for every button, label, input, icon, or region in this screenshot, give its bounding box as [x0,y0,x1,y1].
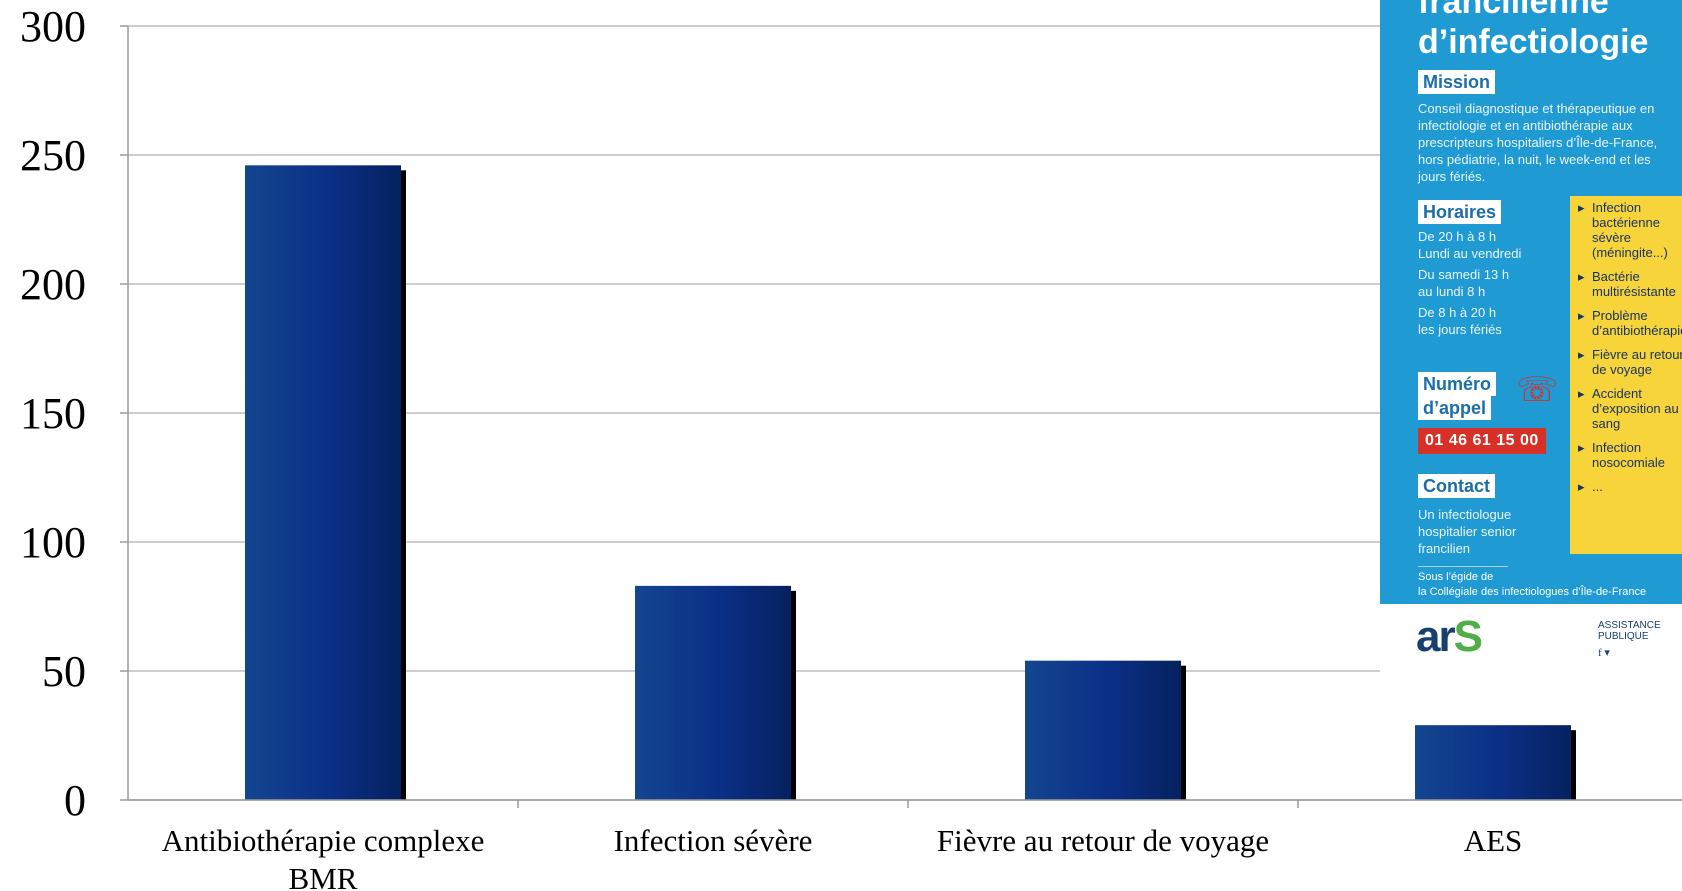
hours-0-line-2: Lundi au vendredi [1418,246,1522,261]
reason-item: Infection nosocomiale [1578,440,1682,470]
y-tick-label: 100 [20,518,86,567]
reason-item: Problème d’antibiothérapie [1578,308,1682,338]
contact-label: Contact [1418,474,1495,498]
hours-2-line-2: les jours fériés [1418,322,1502,337]
hours-1-line-2: au lundi 8 h [1418,284,1486,299]
bar [1415,725,1571,800]
reason-item: Bactérie multirésistante [1578,269,1682,299]
call-label-2: d’appel [1418,396,1492,420]
bars [245,165,1576,800]
contact-text: Un infectiologue hospitalier senior fran… [1418,507,1517,556]
reason-item: Infection bactérienne sévère (méningite.… [1578,200,1682,260]
hours-list: De 20 h à 8 h Lundi au vendredi Du samedi… [1418,228,1568,342]
bar [245,165,401,800]
poster-title: francilienne d’infectiologie [1418,0,1648,62]
hours-2-line-1: De 8 h à 20 h [1418,305,1497,320]
x-category-label: Fièvre au retour de voyage [937,823,1269,858]
x-category-label: Infection sévère [614,823,813,858]
y-tick-labels: 0 50 100 150 200 250 300 [20,2,86,825]
y-tick-label: 0 [64,776,86,825]
divider [1418,566,1508,567]
phone-number[interactable]: 01 46 61 15 00 [1418,428,1546,454]
mission-label: Mission [1418,70,1496,94]
ars-logo-s: S [1453,612,1483,661]
reason-item: ... [1578,479,1682,494]
y-tick-label: 250 [20,131,86,180]
y-tick-label: 200 [20,260,86,309]
ars-logo-text: ar [1416,612,1456,661]
phone-icon: ☏ [1516,371,1559,409]
x-category-label: Antibiothérapie complexe BMR [162,823,485,891]
poster-title-line-2: d’infectiologie [1418,23,1649,61]
mission-text: Conseil diagnostique et thérapeutique en… [1418,101,1658,184]
aphp-logo: ASSISTANCE PUBLIQUE [1598,620,1661,642]
ars-logo: arS [1416,612,1483,662]
reason-item: Fièvre au retour de voyage [1578,347,1682,377]
hours-label: Horaires [1418,200,1502,224]
logos-strip: arS ASSISTANCE PUBLIQUE f ▾ [1380,604,1682,674]
y-tick-label: 150 [20,389,86,438]
hours-0-line-1: De 20 h à 8 h [1418,229,1497,244]
aphp-logo-line-1: ASSISTANCE [1598,620,1661,631]
x-category-label: AES [1464,823,1523,858]
egide-line-2: la Collégiale des infectiologues d’Île-d… [1418,586,1647,598]
y-tick-label: 50 [42,647,86,696]
x-category-labels: Antibiothérapie complexe BMR Infection sév… [162,823,1523,891]
aphp-logo-line-2: PUBLIQUE [1598,631,1649,642]
egide-line-1: Sous l’égide de [1418,571,1494,583]
egide-text: Sous l’égide de la Collégiale des infect… [1418,570,1646,600]
social-icons: f ▾ [1598,647,1610,659]
info-poster: francilienne d’infectiologie Mission Con… [1380,0,1682,604]
bar [1025,660,1181,800]
reason-item: Accident d’exposition au sang [1578,386,1682,431]
poster-title-line-1: francilienne [1418,0,1609,21]
reasons-panel: Infection bactérienne sévère (méningite.… [1570,196,1682,554]
bar [635,585,791,800]
axes [120,25,1682,808]
call-label-1: Numéro [1418,372,1497,396]
y-tick-label: 300 [20,2,86,51]
hours-1-line-1: Du samedi 13 h [1418,267,1510,282]
